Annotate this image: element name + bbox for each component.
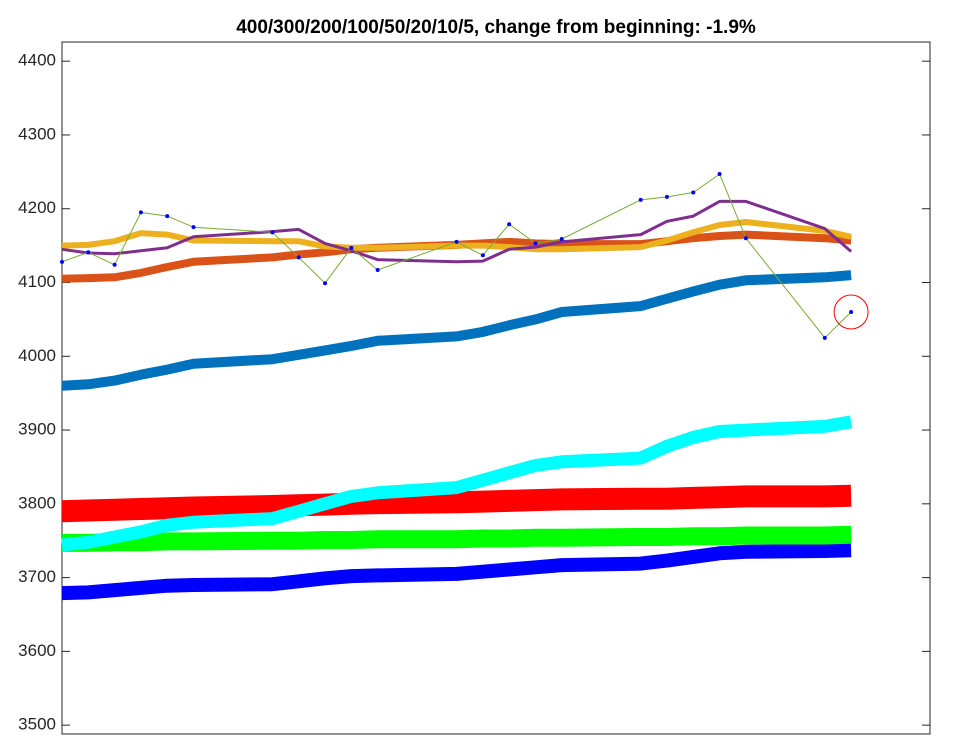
data-point bbox=[691, 190, 696, 195]
y-tick-label: 3900 bbox=[18, 420, 56, 439]
data-point bbox=[112, 262, 117, 267]
data-point bbox=[533, 241, 538, 246]
y-tick-label: 3500 bbox=[18, 715, 56, 734]
data-point bbox=[559, 236, 564, 241]
data-point bbox=[60, 259, 64, 264]
y-tick-label: 4400 bbox=[18, 51, 56, 70]
y-tick-label: 4000 bbox=[18, 346, 56, 365]
data-point bbox=[323, 281, 328, 286]
y-tick-label: 3700 bbox=[18, 567, 56, 586]
data-point bbox=[638, 197, 643, 202]
data-point bbox=[849, 310, 854, 315]
data-point bbox=[191, 225, 196, 230]
data-point bbox=[743, 236, 748, 241]
series-line bbox=[61, 415, 853, 552]
data-point bbox=[86, 250, 91, 255]
data-point bbox=[822, 335, 827, 340]
series-line bbox=[61, 199, 853, 264]
y-tick-label: 4100 bbox=[18, 272, 56, 291]
data-point bbox=[717, 172, 722, 177]
series-line bbox=[61, 219, 852, 253]
data-point bbox=[138, 210, 143, 215]
data-point bbox=[664, 194, 669, 199]
data-point bbox=[270, 230, 275, 235]
y-tick-label: 3800 bbox=[18, 493, 56, 512]
data-point bbox=[296, 255, 301, 260]
data-point bbox=[507, 222, 512, 227]
data-point bbox=[165, 214, 170, 219]
y-tick-label: 4300 bbox=[18, 124, 56, 143]
series-line bbox=[61, 484, 852, 523]
series-line bbox=[61, 270, 852, 391]
series-line bbox=[61, 543, 852, 601]
last-point-highlight bbox=[833, 294, 869, 330]
data-point bbox=[454, 239, 459, 244]
data-point bbox=[349, 245, 354, 250]
plot-frame bbox=[61, 41, 931, 735]
chart-title: 400/300/200/100/50/20/10/5, change from … bbox=[236, 17, 756, 38]
y-tick-label: 3600 bbox=[18, 641, 56, 660]
data-point bbox=[480, 253, 485, 258]
data-point bbox=[375, 267, 380, 272]
y-tick-label: 4200 bbox=[18, 198, 56, 217]
series-line bbox=[62, 525, 852, 552]
